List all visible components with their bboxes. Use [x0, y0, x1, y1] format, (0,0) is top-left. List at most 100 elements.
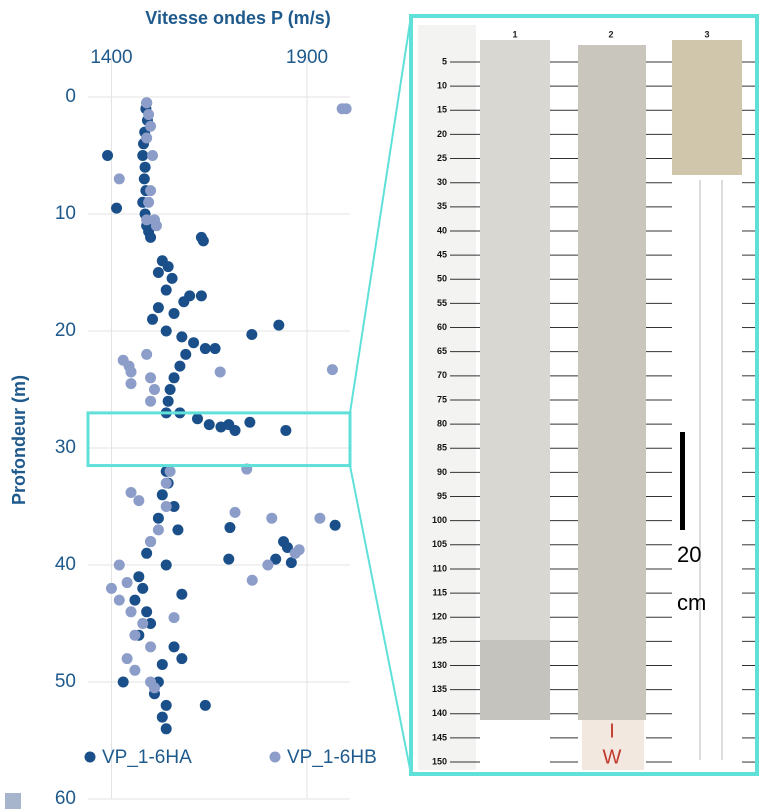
point — [145, 231, 157, 243]
point — [148, 682, 160, 694]
scale-label: 50 — [437, 274, 447, 284]
point — [244, 416, 256, 428]
scale-label: 5 — [442, 56, 447, 66]
y-tick-label: 40 — [55, 554, 76, 575]
label-tag — [582, 720, 644, 770]
y-tick-label: 10 — [55, 203, 76, 224]
point — [113, 173, 125, 185]
legend-label: VP_1-6HB — [287, 747, 377, 768]
core-photo: 5 10 15 20 25 30 35 40 45 50 55 60 65 70 75 80 85 90 95 100… — [409, 14, 759, 776]
point — [160, 699, 172, 711]
zoom-line — [349, 15, 412, 414]
core-label: 2 — [608, 29, 613, 39]
scale-label: 30 — [437, 177, 447, 187]
point — [289, 547, 301, 559]
point — [197, 235, 209, 247]
scale-label: 100 — [432, 515, 447, 525]
core-label: 3 — [704, 29, 709, 39]
point — [141, 214, 153, 226]
x-axis-title: Vitesse ondes P (m/s) — [145, 8, 330, 28]
scale-label: 15 — [437, 105, 447, 115]
point — [145, 618, 157, 629]
point — [143, 109, 155, 121]
x-tick-label: 1900 — [286, 47, 328, 68]
point — [133, 571, 145, 583]
point — [113, 594, 125, 606]
point — [152, 524, 164, 536]
scale-label: 60 — [437, 322, 447, 332]
scale-label: 135 — [432, 684, 447, 694]
point — [145, 395, 157, 407]
point — [191, 413, 203, 425]
scale-label: 55 — [437, 298, 447, 308]
legend-label: VP_1-6HA — [102, 747, 192, 768]
grid — [88, 57, 350, 800]
point — [156, 711, 168, 723]
point — [113, 559, 125, 571]
scale-label: 35 — [437, 201, 447, 211]
point — [141, 606, 153, 618]
scale-label: 80 — [437, 418, 447, 428]
point — [209, 343, 221, 355]
point — [156, 658, 168, 670]
point — [137, 582, 149, 594]
point — [137, 618, 149, 629]
point — [143, 196, 155, 208]
point — [156, 489, 168, 501]
scale-bar-value: 20 — [677, 542, 701, 567]
point — [129, 594, 141, 606]
point — [203, 419, 215, 431]
y-tick-label: 0 — [65, 86, 76, 107]
point — [176, 653, 188, 665]
point — [105, 582, 117, 594]
point — [176, 331, 188, 343]
point — [162, 395, 174, 407]
point — [129, 629, 141, 641]
point — [139, 161, 151, 173]
point — [141, 547, 153, 559]
point — [326, 364, 338, 376]
point — [224, 522, 236, 534]
point — [160, 559, 172, 571]
scale-label: 115 — [432, 587, 447, 597]
scale-label: 125 — [432, 636, 447, 646]
core-3 — [672, 40, 742, 175]
point — [281, 541, 293, 553]
point — [168, 307, 180, 319]
zoom-line — [349, 465, 412, 775]
y-tick-label: 30 — [55, 437, 76, 458]
scale-label: 20 — [437, 129, 447, 139]
point — [246, 574, 258, 586]
point — [160, 723, 172, 735]
scale-label: 120 — [432, 612, 447, 622]
point — [262, 559, 274, 571]
point — [133, 495, 145, 507]
point — [176, 588, 188, 600]
scale-label: 70 — [437, 370, 447, 380]
point — [145, 185, 157, 197]
point — [174, 360, 186, 372]
scale-label: 95 — [437, 491, 447, 501]
scale-label: 105 — [432, 539, 447, 549]
point — [117, 676, 129, 688]
point — [121, 577, 133, 589]
point — [172, 524, 184, 536]
scale-bar-unit: cm — [677, 590, 706, 615]
scale-label: 25 — [437, 153, 447, 163]
point — [141, 132, 153, 144]
point — [138, 173, 150, 185]
point — [160, 477, 172, 489]
point — [102, 150, 114, 161]
point — [168, 372, 180, 384]
ruler — [418, 25, 476, 770]
point — [270, 553, 282, 565]
point — [273, 319, 285, 331]
point — [164, 384, 176, 395]
point — [229, 424, 241, 436]
scale-label: 85 — [437, 443, 447, 453]
scale-label: 45 — [437, 249, 447, 259]
point — [152, 302, 164, 314]
point — [125, 378, 137, 390]
core-1-base — [480, 640, 550, 720]
scale-bar — [680, 432, 685, 530]
